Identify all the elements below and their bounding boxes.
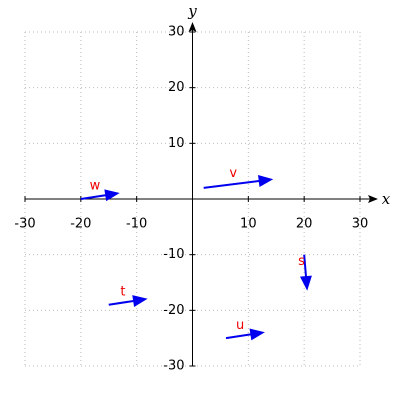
vector-arrow [108,295,148,307]
x-tick-label: -20 [70,217,91,232]
vector-label: t [120,284,125,299]
y-axis-arrow [188,22,197,32]
vector-arrow [299,254,312,291]
y-tick-label: -10 [163,247,184,262]
vector-label: w [90,179,101,194]
x-axis-arrow [368,195,378,203]
y-axis-label: y [187,2,197,20]
y-tick-label: -20 [163,303,184,318]
y-tick-label: -30 [163,359,184,374]
x-tick-label: -30 [14,217,35,232]
vector-arrow [203,175,274,189]
x-tick-label: 30 [352,217,369,232]
vector-arrow [80,189,120,202]
vector-label: v [229,166,237,181]
vector-label: u [236,318,244,333]
y-tick-label: 20 [168,80,185,95]
x-tick-label: -10 [126,217,147,232]
y-tick-label: 10 [168,136,185,151]
x-tick-label: 20 [296,217,313,232]
x-axis-label: x [382,190,391,208]
y-tick-label: 30 [168,25,185,40]
vector-label: s [298,254,305,269]
x-tick-label: 10 [240,217,257,232]
vector-arrow [225,328,265,341]
